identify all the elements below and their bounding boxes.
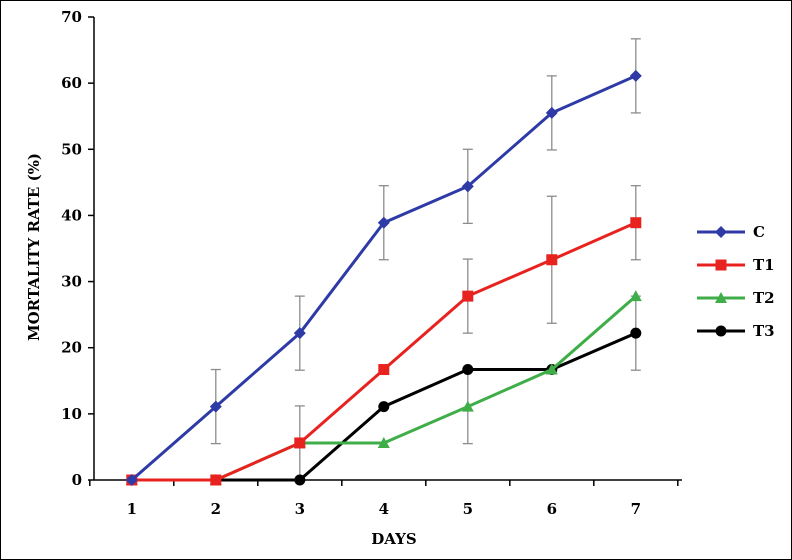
x-tick-label: 5: [463, 500, 473, 518]
legend-label: T2: [753, 289, 775, 307]
series-c: [125, 69, 642, 486]
y-tick-label: 60: [61, 74, 82, 92]
y-tick-label: 40: [61, 206, 82, 224]
data-point-t2: [377, 436, 390, 448]
x-tick-label: 4: [379, 500, 389, 518]
x-tick-label: 1: [127, 500, 137, 518]
legend-marker: [715, 259, 727, 271]
data-point-c: [209, 400, 222, 413]
data-point-t1: [462, 290, 474, 302]
data-point-t1: [294, 437, 306, 449]
series-t2: [125, 290, 642, 485]
data-point-t2: [629, 290, 642, 302]
y-tick-label: 20: [61, 339, 82, 357]
y-axis-title: MORTALITY RATE (%): [25, 153, 43, 341]
legend: C T1 T2 T3: [697, 223, 775, 340]
y-tick-label: 70: [61, 8, 82, 26]
data-point-c: [461, 180, 474, 193]
data-point-t1: [546, 254, 558, 266]
series-t3: [126, 327, 642, 486]
y-tick-label: 10: [61, 405, 82, 423]
axes: 0 10 20 30 40 50 60 70 1 2 3 4 5 6 7: [61, 8, 682, 518]
data-point-c: [125, 474, 138, 486]
data-point-t2: [461, 400, 474, 412]
data-point-t1: [210, 474, 222, 486]
y-tick-label: 30: [61, 273, 82, 291]
data-point-c: [545, 106, 558, 119]
data-point-t3: [630, 327, 642, 339]
data-point-c: [293, 327, 306, 340]
legend-item-t3: T3: [697, 322, 775, 340]
data-point-c: [629, 69, 642, 82]
legend-item-t2: T2: [697, 289, 775, 307]
data-point-t3: [378, 401, 390, 413]
x-tick-label: 2: [211, 500, 221, 518]
legend-marker: [715, 325, 727, 337]
series-line-t2: [131, 294, 637, 482]
data-point-t3: [294, 474, 306, 486]
x-tick-label: 6: [547, 500, 557, 518]
legend-item-t1: T1: [697, 256, 775, 274]
y-tick-label: 50: [61, 140, 82, 158]
y-tick-label: 0: [72, 471, 82, 489]
error-bars-c: [210, 38, 641, 445]
series-layer: [125, 38, 642, 486]
x-axis-title: DAYS: [371, 530, 416, 548]
data-point-t3: [462, 364, 474, 376]
legend-item-c: C: [697, 223, 765, 241]
x-tick-label: 3: [295, 500, 305, 518]
x-tick-label: 7: [631, 500, 641, 518]
data-point-t1: [630, 217, 642, 229]
data-point-t2: [545, 363, 558, 375]
legend-marker: [715, 292, 727, 303]
data-point-t1: [378, 364, 390, 376]
legend-label: C: [753, 223, 765, 241]
data-point-c: [377, 216, 390, 229]
legend-marker: [715, 226, 727, 238]
series-line-c: [130, 74, 637, 482]
legend-label: T1: [753, 256, 775, 274]
legend-label: T3: [753, 322, 775, 340]
